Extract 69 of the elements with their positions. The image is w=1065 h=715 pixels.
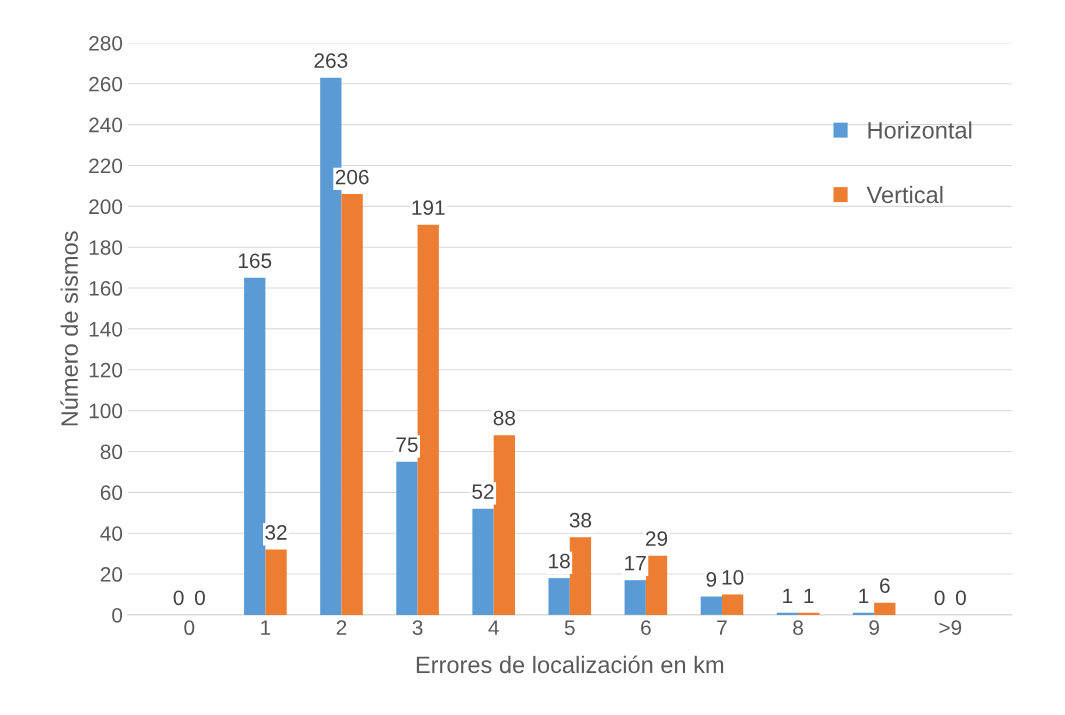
data-label: 17 — [625, 555, 646, 571]
y-tick-label: 120 — [89, 362, 123, 378]
bar — [776, 612, 799, 615]
x-tick-label: 3 — [412, 620, 423, 636]
bar — [265, 549, 287, 615]
y-tick-label: 240 — [89, 117, 123, 133]
x-tick-label: >9 — [939, 620, 962, 636]
bar — [700, 596, 722, 615]
data-label: 9 — [706, 572, 717, 587]
data-label: 0 — [194, 590, 205, 606]
bar — [852, 612, 875, 615]
data-label: 165 — [238, 253, 272, 269]
x-tick-label: 1 — [261, 620, 271, 635]
bar — [874, 602, 896, 615]
y-tick-label: 40 — [100, 526, 123, 541]
data-label: 88 — [493, 410, 516, 426]
bar — [493, 435, 515, 615]
y-tick-label: 20 — [100, 567, 123, 582]
data-label: 75 — [396, 437, 418, 453]
data-label: 1 — [783, 588, 793, 603]
x-axis-title: Errores de localización en km — [416, 655, 724, 674]
y-tick-label: 260 — [89, 76, 123, 92]
x-tick-label: 4 — [488, 620, 499, 635]
y-tick-label: 220 — [89, 158, 123, 174]
data-label: 38 — [569, 512, 592, 528]
y-tick-label: 0 — [112, 607, 123, 623]
data-label: 0 — [955, 590, 966, 606]
data-label: 18 — [549, 553, 570, 569]
y-tick-label: 140 — [89, 321, 123, 337]
y-axis-title: Número de sismos — [60, 231, 78, 426]
bar — [472, 508, 494, 615]
data-label: 32 — [265, 525, 287, 540]
bar — [569, 537, 592, 615]
x-tick-label: 2 — [336, 620, 347, 635]
x-tick-label: 6 — [641, 620, 651, 636]
data-label: 29 — [645, 531, 668, 546]
data-label: 0 — [173, 590, 184, 606]
x-tick-label: 0 — [184, 620, 195, 636]
legend-label: Vertical — [866, 185, 943, 204]
x-tick-label: 7 — [717, 620, 727, 635]
bar — [798, 612, 820, 615]
data-label: 6 — [880, 578, 890, 593]
y-tick-label: 100 — [89, 403, 123, 419]
y-tick-label: 200 — [89, 199, 123, 215]
x-tick-label: 9 — [869, 620, 879, 636]
y-tick-label: 80 — [100, 444, 123, 460]
y-tick-label: 180 — [89, 240, 123, 255]
x-tick-label: 8 — [793, 620, 803, 636]
legend-label: Horizontal — [868, 121, 972, 139]
bar — [396, 461, 418, 615]
bar — [624, 580, 646, 615]
bar — [645, 555, 668, 615]
data-label: 52 — [472, 484, 494, 499]
data-label: 206 — [335, 169, 369, 185]
y-tick-label: 60 — [100, 485, 123, 501]
bar — [548, 578, 570, 615]
bar — [417, 224, 439, 615]
bar — [341, 194, 363, 615]
bar — [721, 594, 744, 615]
data-label: 191 — [412, 200, 445, 216]
data-label: 263 — [314, 53, 348, 68]
y-tick-label: 160 — [89, 281, 123, 296]
bar — [244, 277, 266, 615]
y-tick-label: 280 — [89, 35, 123, 51]
x-tick-label: 5 — [564, 620, 575, 636]
data-label: 1 — [804, 588, 814, 603]
data-label: 1 — [859, 588, 869, 603]
data-label: 10 — [722, 570, 744, 585]
data-label: 0 — [934, 590, 945, 606]
